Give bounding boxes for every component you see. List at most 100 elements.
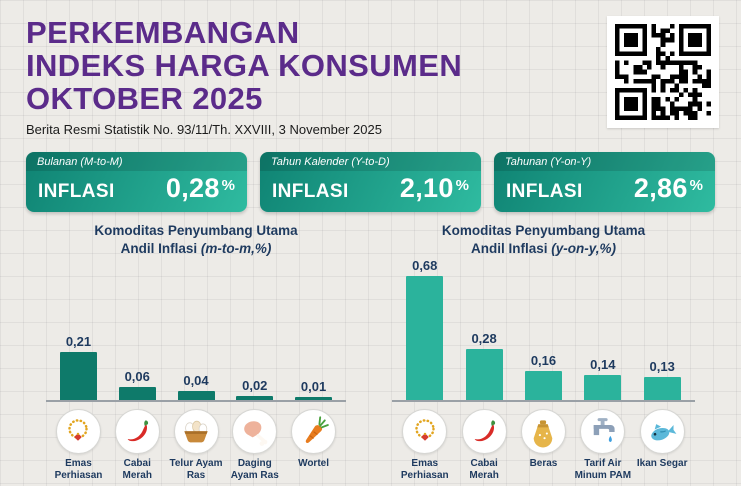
bar [584, 374, 622, 401]
bar [295, 397, 333, 401]
category-label: Beras [529, 458, 558, 470]
page-title: PERKEMBANGAN INDEKS HARGA KONSUMEN OKTOBER… [26, 16, 586, 115]
bar-value-label: 0,68 [412, 258, 438, 274]
chart-yoy-contributors: Komoditas Penyumbang Utama Andil Inflasi … [392, 222, 695, 482]
title-line-3: OKTOBER 2025 [26, 81, 263, 117]
chart-title-line1: Komoditas Penyumbang Utama [94, 223, 298, 239]
rice-icon [520, 409, 566, 455]
icon-column: Tarif Air Minum PAM [574, 409, 632, 482]
qr-pattern [615, 24, 711, 120]
inflasi-label: INFLASI [38, 181, 115, 203]
inflation-stats-row: Bulanan (M-to-M) INFLASI 0,28% Tahun Kal… [26, 152, 715, 213]
category-icons-row: Emas Perhiasan Cabai Merah Beras Tarif Air … [392, 409, 695, 482]
icon-column: Wortel [285, 409, 342, 482]
fish-icon [639, 409, 685, 455]
bar-value-label: 0,28 [471, 331, 497, 347]
inflasi-label: INFLASI [506, 181, 583, 203]
bar-value-label: 0,13 [649, 358, 675, 374]
chart-title: Komoditas Penyumbang Utama Andil Inflasi … [392, 222, 695, 260]
bar [524, 371, 562, 401]
icon-column: Cabai Merah [109, 409, 166, 482]
chart-title-line2: Andil Inflasi [120, 241, 198, 257]
bar [406, 276, 444, 401]
icon-column: Emas Perhiasan [396, 409, 454, 482]
gold-jewelry-icon [402, 409, 448, 455]
bar [118, 386, 156, 401]
bar-column: 0,68 [396, 258, 454, 401]
chart-title-units: (m-to-m,%) [200, 241, 272, 257]
bar-column: 0,02 [226, 378, 283, 401]
category-label: Emas Perhiasan [54, 458, 103, 482]
category-icons-row: Emas Perhiasan Cabai Merah Telur Ayam Ras D… [46, 409, 346, 482]
bar-column: 0,04 [168, 373, 225, 401]
bar-value-label: 0,21 [65, 334, 92, 350]
category-label: Cabai Merah [122, 458, 152, 482]
title-line-1: PERKEMBANGAN [26, 15, 300, 50]
icon-column: Emas Perhiasan [50, 409, 107, 482]
bar [59, 352, 97, 401]
inflasi-value: 2,86 [633, 173, 688, 204]
bar-column: 0,01 [285, 379, 342, 401]
gold-jewelry-icon [55, 409, 101, 455]
bar-value-label: 0,16 [530, 353, 557, 369]
chart-mtm-contributors: Komoditas Penyumbang Utama Andil Inflasi … [46, 222, 346, 482]
stat-value-group: 2,86% [634, 173, 703, 204]
category-label: Ikan Segar [636, 458, 688, 470]
chart-title-line1: Komoditas Penyumbang Utama [441, 223, 646, 239]
icon-column: Daging Ayam Ras [226, 409, 283, 482]
bar [465, 349, 503, 401]
bar [643, 376, 681, 401]
stat-main: INFLASI 2,10% [260, 171, 481, 212]
stat-value-group: 2,10% [400, 173, 469, 204]
stat-period-label: Tahun Kalender (Y-to-D) [260, 152, 481, 172]
bar-value-label: 0,04 [183, 373, 209, 389]
icon-column: Ikan Segar [633, 409, 691, 482]
percent-sign: % [689, 177, 703, 195]
bar-column: 0,13 [633, 359, 691, 401]
qr-code [607, 16, 719, 128]
bar-column: 0,16 [515, 353, 573, 401]
stat-value-group: 0,28% [166, 173, 235, 204]
category-label: Daging Ayam Ras [230, 458, 279, 482]
red-chili-icon [114, 409, 160, 455]
bar-column: 0,21 [50, 334, 107, 401]
bar-value-label: 0,06 [124, 368, 150, 384]
stat-card-m-to-m: Bulanan (M-to-M) INFLASI 0,28% [26, 152, 247, 213]
bar [177, 391, 215, 401]
stat-main: INFLASI 0,28% [26, 171, 247, 212]
charts-row: Komoditas Penyumbang Utama Andil Inflasi … [26, 222, 715, 482]
bar [236, 395, 274, 401]
inflasi-value: 0,28 [165, 173, 220, 204]
icon-column: Beras [515, 409, 573, 482]
stat-card-y-on-y: Tahunan (Y-on-Y) INFLASI 2,86% [494, 152, 715, 213]
stat-card-y-to-d: Tahun Kalender (Y-to-D) INFLASI 2,10% [260, 152, 481, 213]
release-subtitle: Berita Resmi Statistik No. 93/11/Th. XXV… [26, 122, 382, 138]
stat-main: INFLASI 2,86% [494, 171, 715, 212]
inflasi-value: 2,10 [399, 173, 454, 204]
category-label: Cabai Merah [469, 458, 499, 482]
bar-column: 0,28 [455, 331, 513, 401]
bar-column: 0,14 [574, 357, 632, 401]
category-label: Emas Perhiasan [400, 458, 449, 482]
bar-column: 0,06 [109, 369, 166, 401]
stat-period-label: Bulanan (M-to-M) [26, 152, 247, 172]
bars-area: 0,68 0,28 0,16 0,14 0,13 [392, 258, 695, 403]
chart-title-units: (y-on-y,%) [551, 241, 617, 257]
bars-area: 0,21 0,06 0,04 0,02 0,01 [46, 260, 346, 403]
chart-title-line2: Andil Inflasi [470, 241, 548, 257]
category-label: Wortel [298, 458, 329, 470]
category-label: Tarif Air Minum PAM [574, 458, 632, 482]
chart-title: Komoditas Penyumbang Utama Andil Inflasi … [46, 222, 346, 260]
category-label: Telur Ayam Ras [169, 458, 223, 482]
inflasi-label: INFLASI [272, 181, 349, 203]
bar-value-label: 0,14 [590, 356, 616, 372]
eggs-icon [173, 409, 219, 455]
water-tap-icon [580, 409, 626, 455]
bar-value-label: 0,01 [300, 379, 327, 395]
stat-period-label: Tahunan (Y-on-Y) [494, 152, 715, 172]
percent-sign: % [221, 177, 235, 195]
title-line-2: INDEKS HARGA KONSUMEN [26, 48, 463, 84]
icon-column: Telur Ayam Ras [168, 409, 225, 482]
percent-sign: % [455, 177, 469, 195]
